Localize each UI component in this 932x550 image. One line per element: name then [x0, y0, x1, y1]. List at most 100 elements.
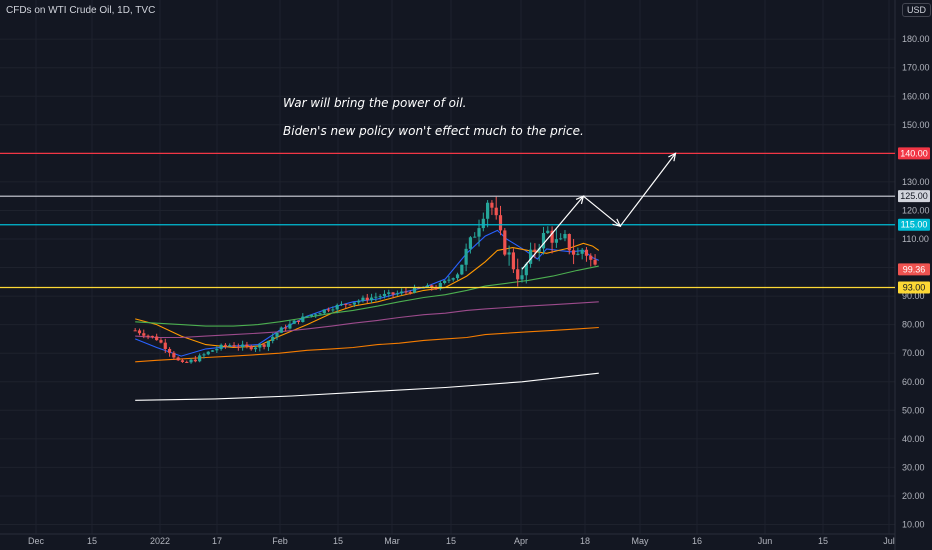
- candle-body: [133, 330, 137, 332]
- x-tick-label: Jul: [883, 536, 895, 546]
- arrow-head: [668, 152, 677, 162]
- level-price-tag: [898, 218, 930, 231]
- candle-body: [232, 345, 236, 347]
- y-tick-label: 70.00: [902, 348, 925, 358]
- candle-body: [210, 350, 215, 352]
- moving-average-line: [135, 372, 599, 401]
- y-tick-label: 20.00: [902, 491, 925, 501]
- y-tick-label: 120.00: [902, 205, 930, 215]
- level-price-label: 140.00: [900, 148, 928, 158]
- candle-body: [198, 355, 202, 362]
- y-tick-label: 110.00: [902, 234, 929, 244]
- x-tick-label: 15: [446, 536, 456, 546]
- candle-body: [374, 296, 378, 298]
- candle-body: [253, 347, 258, 350]
- arrow-head: [612, 218, 622, 228]
- x-tick-label: 18: [580, 536, 590, 546]
- y-tick-label: 130.00: [902, 177, 930, 187]
- candle-body: [150, 335, 154, 337]
- candle-body: [318, 313, 322, 315]
- moving-average-line: [135, 326, 599, 363]
- currency-badge[interactable]: USD: [902, 3, 932, 17]
- candle-body: [258, 344, 262, 348]
- candle-body: [357, 300, 361, 303]
- candle-body: [554, 239, 558, 243]
- candle-body: [528, 249, 533, 264]
- moving-average-line: [135, 242, 600, 349]
- candle-body: [180, 360, 185, 362]
- x-tick-label: 15: [87, 536, 97, 546]
- y-tick-label: 80.00: [902, 320, 925, 330]
- candle-body: [520, 275, 524, 280]
- candle-body: [408, 291, 412, 293]
- candle-body: [271, 336, 275, 341]
- candle-body: [344, 303, 348, 305]
- candle-body: [533, 249, 537, 252]
- last-price-tag: [898, 263, 930, 276]
- candle-body: [451, 278, 455, 280]
- candle-body: [559, 238, 563, 240]
- candle-body: [167, 348, 172, 353]
- candle-body: [412, 287, 417, 293]
- candle-body: [288, 323, 292, 329]
- moving-average-line: [135, 265, 599, 327]
- candle-body: [434, 288, 438, 290]
- candle-body: [537, 248, 541, 252]
- candle-body: [309, 314, 313, 317]
- candle-body: [236, 346, 240, 348]
- annotation-text-2: Biden's new policy won't effect much to …: [283, 124, 584, 138]
- candle-body: [241, 344, 245, 348]
- candle-body: [249, 346, 253, 350]
- candle-body: [275, 332, 279, 337]
- candle-body: [202, 354, 206, 356]
- candle-body: [279, 327, 283, 333]
- candle-body: [550, 230, 554, 243]
- candle-body: [155, 336, 159, 341]
- x-tick-label: Dec: [28, 536, 45, 546]
- candle-body: [571, 250, 576, 255]
- candle-body: [473, 236, 477, 238]
- level-price-tag: [898, 281, 930, 294]
- candle-body: [404, 291, 408, 293]
- level-price-label: 125.00: [900, 191, 928, 201]
- candle-body: [189, 359, 193, 363]
- y-tick-label: 60.00: [902, 377, 925, 387]
- candle-body: [314, 314, 318, 316]
- candle-body: [163, 342, 167, 349]
- candle-body: [563, 234, 567, 239]
- candle-body: [215, 348, 219, 351]
- candle-body: [223, 344, 228, 346]
- candle-body: [296, 320, 301, 322]
- candle-body: [486, 202, 490, 219]
- x-tick-label: 15: [333, 536, 343, 546]
- candle-body: [387, 292, 391, 294]
- y-tick-label: 90.00: [902, 291, 925, 301]
- candle-body: [352, 302, 356, 305]
- candle-body: [468, 237, 473, 249]
- candle-body: [516, 269, 520, 280]
- candle-body: [425, 285, 430, 288]
- x-tick-label: Jun: [758, 536, 773, 546]
- candle-body: [331, 309, 335, 311]
- candle-body: [576, 253, 580, 255]
- candle-body: [365, 297, 369, 301]
- candle-body: [507, 252, 511, 255]
- x-tick-label: 2022: [150, 536, 170, 546]
- candle-body: [245, 344, 249, 347]
- candle-body: [284, 327, 288, 329]
- candle-body: [503, 230, 507, 255]
- candle-body: [137, 330, 142, 334]
- candle-body: [589, 255, 593, 260]
- candle-body: [301, 316, 305, 322]
- candle-body: [206, 351, 210, 355]
- candle-body: [369, 297, 374, 301]
- annotation-text-1: War will bring the power of oil.: [283, 96, 467, 110]
- candle-body: [176, 357, 180, 361]
- candle-body: [447, 279, 451, 281]
- candle-body: [490, 202, 494, 208]
- candle-body: [228, 345, 232, 347]
- symbol-title[interactable]: CFDs on WTI Crude Oil, 1D, TVC: [6, 5, 156, 16]
- candle-body: [498, 215, 503, 231]
- projection-arrow-path[interactable]: [521, 153, 676, 270]
